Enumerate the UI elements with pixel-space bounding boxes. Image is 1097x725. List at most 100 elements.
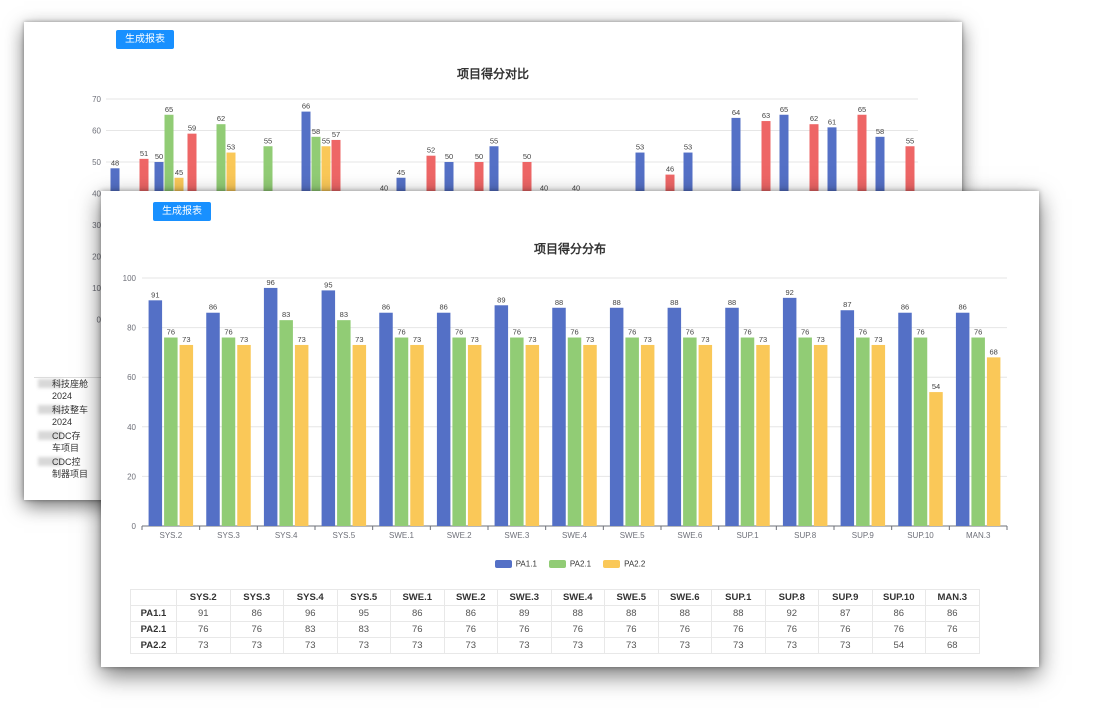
bar xyxy=(321,290,336,526)
project-list-item[interactable]: CDC控 制器项目 xyxy=(24,455,104,481)
project-subtitle: 制器项目 xyxy=(52,469,89,479)
data-label: 48 xyxy=(111,158,119,167)
project-subtitle: 2024 xyxy=(52,391,73,401)
data-label: 88 xyxy=(670,298,678,307)
data-label: 76 xyxy=(628,328,636,337)
data-label: 65 xyxy=(780,105,788,114)
data-label: 73 xyxy=(643,335,651,344)
table-cell: 73 xyxy=(283,637,338,654)
table-cell: 76 xyxy=(176,621,231,638)
bar xyxy=(221,337,236,526)
table-cell: 96 xyxy=(283,605,338,622)
x-tick-label: SYS.2 xyxy=(159,531,182,540)
project-list-item[interactable]: 科技座舱 2024 xyxy=(24,377,104,403)
bar xyxy=(609,307,624,526)
legend-swatch xyxy=(603,559,621,568)
bar xyxy=(164,337,178,526)
bar xyxy=(625,337,639,526)
project-list-item[interactable]: 科技整车 2024 xyxy=(24,403,104,429)
bar xyxy=(279,320,293,526)
bar xyxy=(929,392,943,526)
legend-item[interactable]: PA2.1 xyxy=(548,559,591,568)
table-cell: 76 xyxy=(925,621,980,638)
table-cell: 54 xyxy=(871,637,926,654)
data-label: 40 xyxy=(572,184,580,193)
bar xyxy=(898,312,912,526)
project-name: CDC存 xyxy=(52,431,81,441)
project-subtitle: 2024 xyxy=(52,417,73,427)
table-cell: 68 xyxy=(925,637,980,654)
data-label: 76 xyxy=(570,328,578,337)
x-tick-label: SWE.3 xyxy=(504,531,529,540)
table-cell: 86 xyxy=(871,605,926,622)
data-label: 76 xyxy=(916,328,924,337)
bar xyxy=(740,337,755,526)
redacted-text xyxy=(38,457,62,466)
x-tick-label: SWE.1 xyxy=(389,531,414,540)
data-label: 83 xyxy=(282,310,290,319)
project-list: 科技座舱 2024 科技整车 2024 CDC存 车项目 CDC控 制器项目 xyxy=(24,377,104,481)
y-tick-label: 0 xyxy=(132,522,137,531)
legend-label: PA2.2 xyxy=(624,559,646,569)
bar xyxy=(640,344,655,526)
table-cell: 76 xyxy=(497,621,552,638)
legend-item[interactable]: PA2.2 xyxy=(603,559,645,568)
table-cell: 73 xyxy=(443,637,498,654)
generate-report-button[interactable]: 生成报表 xyxy=(153,202,211,221)
bar xyxy=(813,344,828,526)
project-name: 科技座舱 xyxy=(52,379,89,389)
row-header: PA2.1 xyxy=(130,621,177,638)
data-label: 55 xyxy=(490,136,498,145)
table-cell: 73 xyxy=(176,637,231,654)
chart-title: 项目得分对比 xyxy=(456,67,529,81)
project-name: 科技整车 xyxy=(52,405,89,415)
data-label: 55 xyxy=(264,136,272,145)
chart-title: 项目得分分布 xyxy=(533,242,606,256)
bar xyxy=(552,307,566,526)
table-cell: 76 xyxy=(711,621,766,638)
column-header: SUP.9 xyxy=(818,589,873,606)
project-subtitle: 车项目 xyxy=(52,443,80,453)
project-list-item[interactable]: CDC存车项目 xyxy=(24,429,104,455)
data-label: 76 xyxy=(455,328,463,337)
data-label: 45 xyxy=(175,168,183,177)
legend-item[interactable]: PA1.1 xyxy=(494,559,537,568)
table-cell: 83 xyxy=(336,621,391,638)
table-cell: 89 xyxy=(497,605,552,622)
data-label: 46 xyxy=(666,165,674,174)
table-cell: 88 xyxy=(550,605,605,622)
x-tick-label: SUP.10 xyxy=(907,531,934,540)
bar xyxy=(583,344,597,526)
bar xyxy=(955,312,970,526)
table-cell: 73 xyxy=(657,637,712,654)
table-corner xyxy=(130,589,177,606)
x-tick-label: SWE.4 xyxy=(562,531,587,540)
table-cell: 73 xyxy=(604,637,659,654)
column-header: MAN.3 xyxy=(925,589,980,606)
row-header: PA2.2 xyxy=(130,637,177,654)
bar xyxy=(237,344,251,526)
bar xyxy=(294,344,309,526)
data-label: 73 xyxy=(240,335,248,344)
bar xyxy=(467,344,482,526)
data-label: 40 xyxy=(540,184,548,193)
table-cell: 73 xyxy=(390,637,445,654)
bar xyxy=(725,307,739,526)
x-tick-label: SYS.5 xyxy=(332,531,355,540)
data-label: 73 xyxy=(413,335,421,344)
column-header: SWE.5 xyxy=(604,589,659,606)
table-cell: 88 xyxy=(604,605,659,622)
column-header: SYS.5 xyxy=(336,589,391,606)
row-header: PA1.1 xyxy=(130,605,177,622)
table-cell: 73 xyxy=(550,637,605,654)
generate-report-button[interactable]: 生成报表 xyxy=(116,30,174,49)
data-label: 50 xyxy=(155,152,163,161)
data-label: 55 xyxy=(906,136,914,145)
data-label: 66 xyxy=(302,102,310,111)
y-tick-label: 50 xyxy=(92,158,101,167)
bar xyxy=(494,305,509,526)
data-label: 73 xyxy=(874,335,882,344)
x-tick-label: SWE.2 xyxy=(447,531,472,540)
column-header: SWE.3 xyxy=(497,589,552,606)
redacted-text xyxy=(38,379,62,388)
